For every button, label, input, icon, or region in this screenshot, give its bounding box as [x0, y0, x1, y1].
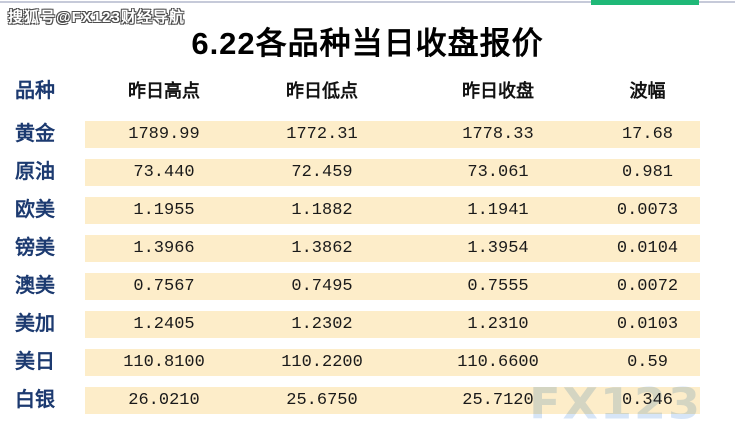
column-header-low: 昨日低点	[286, 81, 358, 101]
cell-high: 1789.99	[85, 121, 243, 148]
green-accent-bar	[591, 0, 699, 5]
cell-close: 25.7120	[401, 387, 595, 414]
cell-range: 0.59	[595, 349, 700, 376]
column-header-high: 昨日高点	[128, 81, 200, 101]
cell-high: 26.0210	[85, 387, 243, 414]
fx123-brand-watermark: FX123	[529, 379, 702, 429]
sohu-account-watermark: 搜狐号@FX123财经导航	[8, 9, 185, 26]
cell-high: 110.8100	[85, 349, 243, 376]
cell-high: 73.440	[85, 159, 243, 186]
cell-range: 0.0073	[595, 197, 700, 224]
quote-table: 品种 昨日高点 昨日低点 昨日收盘 波幅 黄金 1789.99 1772.31 …	[0, 78, 700, 414]
cell-range: 17.68	[595, 121, 700, 148]
row-label: 镑美	[0, 235, 85, 262]
row-label: 原油	[0, 159, 85, 186]
column-header-close: 昨日收盘	[462, 81, 534, 101]
column-header-variety: 品种	[15, 80, 55, 102]
cell-low: 1.2302	[243, 311, 401, 338]
row-label: 欧美	[0, 197, 85, 224]
table-row-usdcad: 美加 1.2405 1.2302 1.2310 0.0103	[0, 311, 700, 338]
cell-close: 73.061	[401, 159, 595, 186]
cell-close: 1.1941	[401, 197, 595, 224]
row-label: 美加	[0, 311, 85, 338]
cell-low: 72.459	[243, 159, 401, 186]
cell-high: 1.1955	[85, 197, 243, 224]
cell-low: 1.1882	[243, 197, 401, 224]
cell-range: 0.0103	[595, 311, 700, 338]
cell-low: 0.7495	[243, 273, 401, 300]
cell-high: 1.3966	[85, 235, 243, 262]
row-label: 黄金	[0, 121, 85, 148]
cell-low: 1.3862	[243, 235, 401, 262]
row-label: 澳美	[0, 273, 85, 300]
cell-range: 0.0104	[595, 235, 700, 262]
table-row-usdjpy: 美日 110.8100 110.2200 110.6600 0.59	[0, 349, 700, 376]
row-label: 白银	[0, 387, 85, 414]
cell-low: 25.6750	[243, 387, 401, 414]
cell-range: 0.981	[595, 159, 700, 186]
table-row-audusd: 澳美 0.7567 0.7495 0.7555 0.0072	[0, 273, 700, 300]
cell-close: 1.2310	[401, 311, 595, 338]
cell-close: 1778.33	[401, 121, 595, 148]
table-row-silver: 白银 26.0210 25.6750 25.7120 0.346	[0, 387, 700, 414]
cell-high: 1.2405	[85, 311, 243, 338]
page-title: 6.22各品种当日收盘报价	[191, 26, 544, 61]
cell-low: 110.2200	[243, 349, 401, 376]
cell-range: 0.346	[595, 387, 700, 414]
cell-close: 0.7555	[401, 273, 595, 300]
cell-high: 0.7567	[85, 273, 243, 300]
table-row-gold: 黄金 1789.99 1772.31 1778.33 17.68	[0, 121, 700, 148]
cell-low: 1772.31	[243, 121, 401, 148]
table-header-row: 品种 昨日高点 昨日低点 昨日收盘 波幅	[0, 78, 700, 104]
column-header-range: 波幅	[629, 81, 666, 101]
cell-range: 0.0072	[595, 273, 700, 300]
cell-close: 1.3954	[401, 235, 595, 262]
cell-close: 110.6600	[401, 349, 595, 376]
top-hairline-divider	[0, 1, 735, 3]
row-label: 美日	[0, 349, 85, 376]
table-row-gbpusd: 镑美 1.3966 1.3862 1.3954 0.0104	[0, 235, 700, 262]
table-row-crude-oil: 原油 73.440 72.459 73.061 0.981	[0, 159, 700, 186]
table-row-eurusd: 欧美 1.1955 1.1882 1.1941 0.0073	[0, 197, 700, 224]
